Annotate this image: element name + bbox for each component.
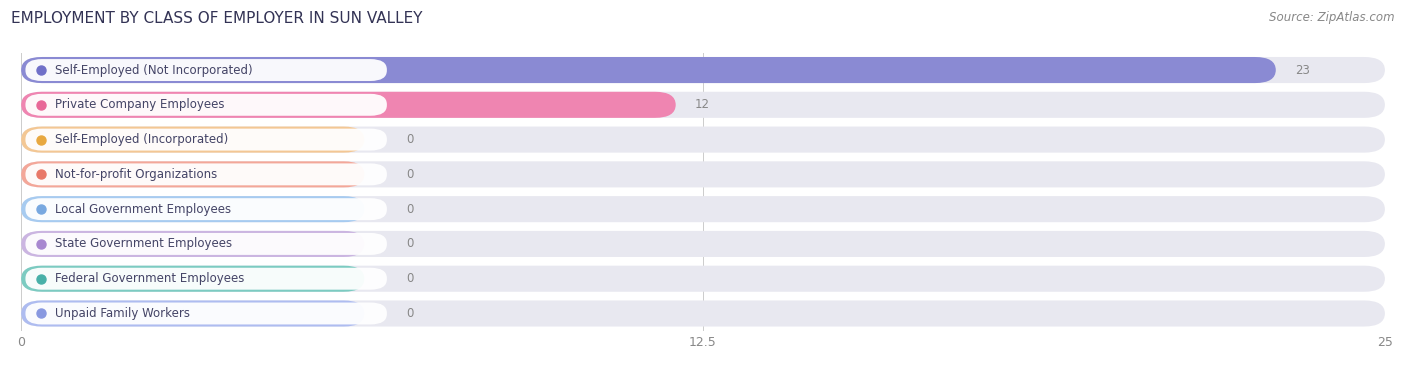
Text: Unpaid Family Workers: Unpaid Family Workers [55, 307, 190, 320]
FancyBboxPatch shape [25, 94, 387, 116]
Text: Self-Employed (Incorporated): Self-Employed (Incorporated) [55, 133, 229, 146]
FancyBboxPatch shape [21, 92, 1385, 118]
Text: 0: 0 [406, 133, 413, 146]
Text: 0: 0 [406, 168, 413, 181]
FancyBboxPatch shape [21, 127, 1385, 153]
Text: 23: 23 [1295, 64, 1310, 77]
Text: Not-for-profit Organizations: Not-for-profit Organizations [55, 168, 218, 181]
Text: Source: ZipAtlas.com: Source: ZipAtlas.com [1270, 11, 1395, 24]
FancyBboxPatch shape [21, 266, 364, 292]
FancyBboxPatch shape [25, 233, 387, 255]
FancyBboxPatch shape [21, 127, 364, 153]
Text: State Government Employees: State Government Employees [55, 237, 232, 250]
FancyBboxPatch shape [21, 231, 364, 257]
FancyBboxPatch shape [25, 164, 387, 185]
Text: Private Company Employees: Private Company Employees [55, 98, 225, 111]
FancyBboxPatch shape [25, 303, 387, 324]
FancyBboxPatch shape [25, 129, 387, 150]
Text: 12: 12 [695, 98, 710, 111]
Text: 0: 0 [406, 203, 413, 216]
Text: Federal Government Employees: Federal Government Employees [55, 272, 245, 285]
Text: 0: 0 [406, 272, 413, 285]
FancyBboxPatch shape [21, 57, 1275, 83]
FancyBboxPatch shape [25, 268, 387, 290]
FancyBboxPatch shape [21, 266, 1385, 292]
Text: 0: 0 [406, 307, 413, 320]
FancyBboxPatch shape [25, 198, 387, 220]
Text: Local Government Employees: Local Government Employees [55, 203, 232, 216]
FancyBboxPatch shape [21, 92, 676, 118]
FancyBboxPatch shape [21, 196, 1385, 222]
FancyBboxPatch shape [21, 161, 1385, 187]
Text: Self-Employed (Not Incorporated): Self-Employed (Not Incorporated) [55, 64, 253, 77]
FancyBboxPatch shape [21, 161, 364, 187]
Text: 0: 0 [406, 237, 413, 250]
FancyBboxPatch shape [21, 196, 364, 222]
FancyBboxPatch shape [21, 300, 364, 326]
FancyBboxPatch shape [21, 57, 1385, 83]
FancyBboxPatch shape [25, 59, 387, 81]
FancyBboxPatch shape [21, 300, 1385, 326]
FancyBboxPatch shape [21, 231, 1385, 257]
Text: EMPLOYMENT BY CLASS OF EMPLOYER IN SUN VALLEY: EMPLOYMENT BY CLASS OF EMPLOYER IN SUN V… [11, 11, 423, 26]
